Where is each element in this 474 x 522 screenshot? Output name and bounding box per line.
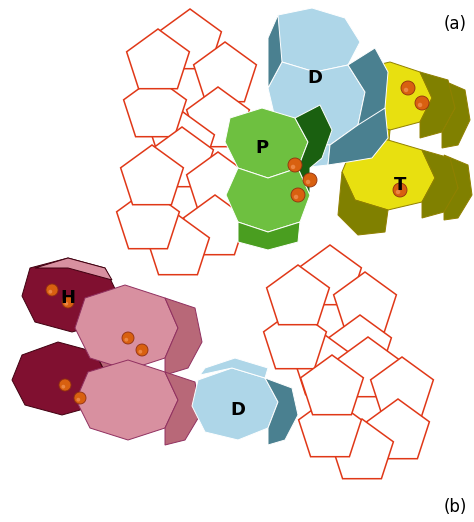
Polygon shape xyxy=(366,399,429,459)
Polygon shape xyxy=(334,272,396,331)
Circle shape xyxy=(64,302,68,305)
Polygon shape xyxy=(187,87,249,147)
Polygon shape xyxy=(187,152,249,212)
Polygon shape xyxy=(293,335,356,395)
Polygon shape xyxy=(338,172,388,235)
Polygon shape xyxy=(301,355,364,414)
Polygon shape xyxy=(75,285,178,370)
Circle shape xyxy=(288,158,302,172)
Polygon shape xyxy=(260,118,330,168)
Text: P: P xyxy=(255,139,269,157)
Polygon shape xyxy=(371,357,433,417)
Polygon shape xyxy=(299,397,361,457)
Polygon shape xyxy=(120,145,183,205)
Polygon shape xyxy=(165,298,202,375)
Polygon shape xyxy=(226,168,310,232)
Text: T: T xyxy=(394,176,406,194)
Polygon shape xyxy=(266,265,329,325)
Polygon shape xyxy=(124,77,186,137)
Polygon shape xyxy=(95,352,128,418)
Circle shape xyxy=(136,344,148,356)
Circle shape xyxy=(396,189,400,194)
Polygon shape xyxy=(200,358,268,378)
Text: D: D xyxy=(308,69,322,87)
Circle shape xyxy=(393,183,407,197)
Circle shape xyxy=(46,284,58,296)
Polygon shape xyxy=(12,342,108,415)
Circle shape xyxy=(59,379,71,391)
Polygon shape xyxy=(420,72,455,138)
Polygon shape xyxy=(165,372,200,445)
Polygon shape xyxy=(348,62,432,130)
Text: (b): (b) xyxy=(443,498,467,516)
Polygon shape xyxy=(146,215,210,275)
Circle shape xyxy=(401,81,415,95)
Text: D: D xyxy=(230,401,246,419)
Polygon shape xyxy=(442,80,470,148)
Polygon shape xyxy=(268,8,360,72)
Polygon shape xyxy=(342,140,435,210)
Polygon shape xyxy=(328,315,392,375)
Polygon shape xyxy=(159,9,221,69)
Polygon shape xyxy=(183,195,246,255)
Circle shape xyxy=(418,103,422,107)
Polygon shape xyxy=(337,337,400,397)
Circle shape xyxy=(306,180,310,184)
Text: (a): (a) xyxy=(444,15,466,33)
Circle shape xyxy=(404,88,408,92)
Circle shape xyxy=(294,195,298,199)
Polygon shape xyxy=(264,309,327,369)
Polygon shape xyxy=(299,245,361,305)
Circle shape xyxy=(138,350,142,353)
Circle shape xyxy=(291,165,295,169)
Polygon shape xyxy=(331,419,393,479)
Polygon shape xyxy=(265,378,298,445)
Circle shape xyxy=(48,290,52,293)
Polygon shape xyxy=(192,368,278,440)
Polygon shape xyxy=(152,112,214,172)
Polygon shape xyxy=(22,258,118,332)
Circle shape xyxy=(124,338,128,341)
Circle shape xyxy=(62,296,74,308)
Circle shape xyxy=(62,385,65,388)
Polygon shape xyxy=(35,258,112,280)
Text: H: H xyxy=(61,289,75,307)
Circle shape xyxy=(122,332,134,344)
Polygon shape xyxy=(225,108,308,178)
Polygon shape xyxy=(444,155,472,220)
Polygon shape xyxy=(117,189,179,248)
Circle shape xyxy=(291,188,305,202)
Polygon shape xyxy=(268,62,365,145)
Circle shape xyxy=(76,398,80,401)
Polygon shape xyxy=(295,105,332,195)
Polygon shape xyxy=(268,15,282,88)
Polygon shape xyxy=(328,108,388,165)
Circle shape xyxy=(74,392,86,404)
Polygon shape xyxy=(151,127,213,187)
Polygon shape xyxy=(127,29,190,89)
Polygon shape xyxy=(76,360,178,440)
Circle shape xyxy=(415,96,429,110)
Polygon shape xyxy=(422,150,458,218)
Polygon shape xyxy=(193,42,256,102)
Circle shape xyxy=(303,173,317,187)
Polygon shape xyxy=(238,222,300,250)
Polygon shape xyxy=(348,48,388,132)
Polygon shape xyxy=(342,95,390,155)
